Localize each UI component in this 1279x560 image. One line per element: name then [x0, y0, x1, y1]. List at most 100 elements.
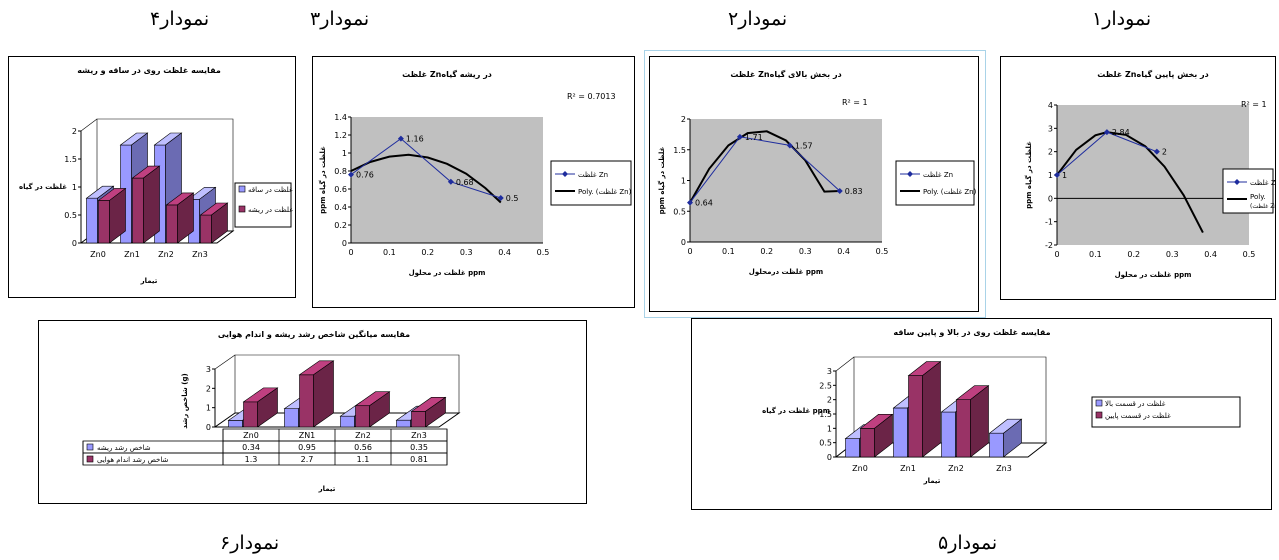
y-tick-label: 1: [827, 424, 832, 433]
x-axis-label: غلظت در محلول ppm: [409, 269, 486, 277]
y-tick-label: 0: [342, 239, 347, 248]
chart-panel-6[interactable]: مقایسه میانگین شاخص رشد ریشه و اندام هوا…: [38, 320, 587, 504]
x-tick-label: 0.2: [421, 248, 434, 257]
bar-front: [284, 408, 299, 428]
legend-entry: غلظت Zn: [923, 171, 953, 179]
y-axis-depth: [214, 354, 236, 370]
bar-front: [989, 432, 1004, 458]
table-cell: 2.7: [301, 455, 314, 464]
table-cell: 0.34: [242, 443, 260, 452]
r-squared-label: R² = 1: [1241, 100, 1267, 109]
caption-chart-6: نمودار۶: [220, 532, 280, 554]
y-axis-label: ppm غلظت در گیاه: [657, 146, 666, 214]
plot-area: [690, 119, 882, 242]
data-point: [786, 142, 793, 149]
data-point: [447, 178, 454, 185]
x-tick-label: 0.2: [1127, 250, 1140, 259]
data-point: [1153, 148, 1160, 155]
y-tick-label: 1.5: [64, 155, 77, 164]
data-label: 1.57: [795, 141, 813, 150]
y-tick-label: 0.8: [334, 167, 347, 176]
legend-box: [550, 160, 632, 206]
data-label: 0.76: [356, 171, 374, 180]
bar-front: [941, 411, 956, 458]
table-cell: 0.81: [410, 455, 428, 464]
data-label: 2.84: [1112, 128, 1130, 137]
bar-side: [425, 396, 446, 428]
bar-side: [1003, 418, 1022, 458]
chart-panel-4[interactable]: مقایسه غلظت روی در ساقه و ریشه 0 0.5 1 1.5 2 Z…: [8, 56, 296, 298]
bar-side: [109, 187, 126, 244]
y-tick-label: 1.5: [673, 146, 686, 155]
bar-side: [369, 391, 390, 428]
chart-panel-5[interactable]: مقایسه غلظت روی در بالا و پایین ساقه 0 0.5…: [691, 318, 1272, 510]
legend-swatch: [238, 205, 246, 213]
legend-box: [1091, 396, 1241, 428]
table-row-label: شاخص رشد ریشه: [97, 444, 151, 452]
legend-box: [1222, 168, 1274, 214]
caption-chart-4: نمودار۴: [150, 8, 210, 30]
chart-panel-2[interactable]: غلظت Znدر بخش بالای گیاه غلظت درمحلول ppm…: [649, 56, 979, 312]
chart-title: غلظت Znدر بخش بالای گیاه: [730, 69, 841, 80]
data-point: [497, 195, 504, 201]
chart-2-selection-frame: [644, 50, 986, 318]
category-label: Zn2: [948, 464, 964, 473]
x-tick-label: 0.5: [537, 248, 550, 257]
y-tick-label: 3: [1048, 124, 1053, 133]
r-squared-label: R² = 1: [842, 98, 868, 107]
y-tick-label: 3: [827, 367, 832, 376]
chart-panel-3[interactable]: غلظت Znدر ریشه گیاه غلظت در محلول ppm ppm …: [312, 56, 635, 308]
y-tick-label: 0: [827, 453, 832, 462]
y-tick-label: 0: [681, 238, 686, 247]
data-point: [836, 187, 843, 194]
table-row-label: شاخص رشد اندام هوایی: [97, 456, 169, 464]
plot-area: [351, 117, 543, 243]
r-squared-label: R² = 0.7013: [567, 92, 616, 101]
bar-front: [228, 420, 243, 428]
bar-front: [243, 401, 258, 428]
legend-entry: Poly.: [1250, 193, 1266, 201]
y-tick-label: 4: [1048, 101, 1053, 110]
x-tick-label: 0.5: [1243, 250, 1256, 259]
y-axis-label: ppm غلظت در گیاه: [318, 146, 327, 214]
y-tick-label: 0.5: [673, 207, 686, 216]
table-cell: 0.95: [298, 443, 316, 452]
x-tick-label: 0.1: [383, 248, 396, 257]
caption-chart-5: نمودار۵: [938, 532, 998, 554]
y-tick-label: 2: [1048, 148, 1053, 157]
caption-chart-1: نمودار۱: [1092, 8, 1152, 30]
bar-side: [257, 387, 278, 428]
data-point: [1054, 172, 1060, 178]
bar-front: [355, 405, 370, 428]
y-tick-label: 2: [206, 384, 211, 393]
category-label: Zn3: [411, 431, 427, 440]
category-label: Zn0: [90, 250, 106, 259]
x-tick-label: 0.2: [760, 247, 773, 256]
legend-swatch: [86, 455, 94, 463]
legend-entry: غلظت در ریشه: [248, 206, 293, 214]
data-point: [736, 133, 743, 140]
table-cell: 0.35: [410, 443, 428, 452]
bar-side: [177, 192, 194, 244]
table-cell: 1.3: [245, 455, 258, 464]
bar-side: [211, 202, 228, 244]
x-tick-label: 0.4: [1204, 250, 1217, 259]
data-label: 1.71: [745, 133, 763, 142]
legend-entry: Poly. (غلظت Zn): [578, 188, 632, 196]
bar-side: [313, 360, 334, 428]
x-tick-label: 0.1: [1089, 250, 1102, 259]
bar-front: [340, 415, 355, 428]
bar-front: [956, 399, 971, 458]
category-label: Zn1: [900, 464, 916, 473]
chart-title: غلظت Znدر ریشه گیاه: [402, 69, 492, 79]
y-tick-label: 1.5: [819, 410, 832, 419]
bar-side: [143, 165, 160, 244]
y-tick-label: 0.2: [334, 221, 347, 230]
legend-entry: Poly. (غلظت Zn): [923, 188, 977, 196]
bar-side: [970, 385, 989, 458]
bar-side: [874, 413, 893, 458]
y-tick-label: 0: [72, 239, 77, 248]
category-label: ZN1: [299, 431, 316, 440]
chart-panel-1[interactable]: غلظت Znدر بخش پایین گیاه غلظت در محلول pp…: [1000, 56, 1276, 300]
y-tick-label: 0: [206, 423, 211, 432]
